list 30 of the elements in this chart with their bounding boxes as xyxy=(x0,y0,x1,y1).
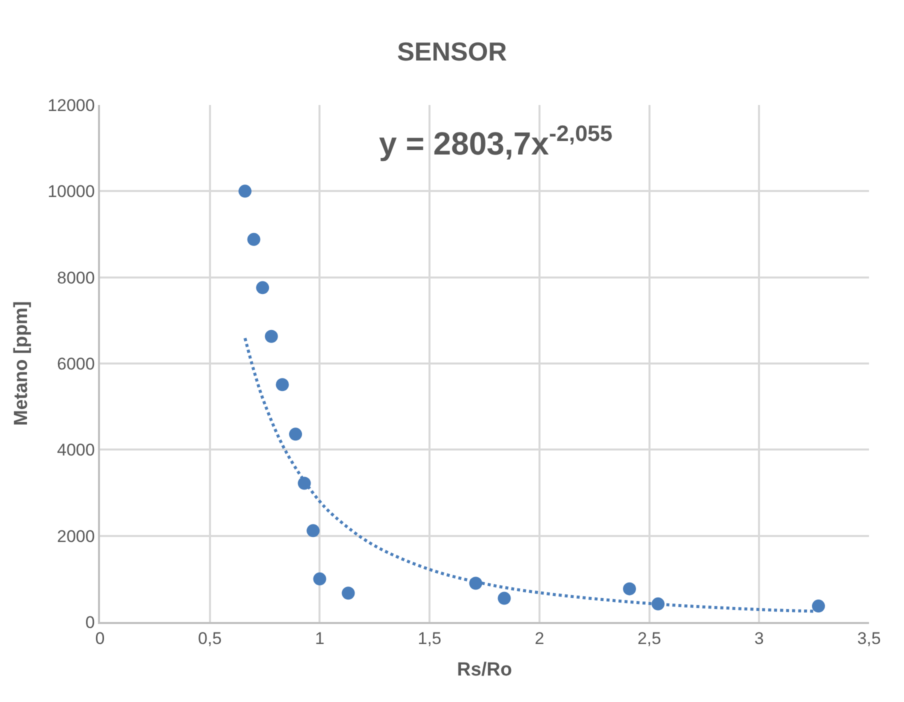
point xyxy=(276,378,289,392)
point xyxy=(812,600,825,613)
point xyxy=(256,281,270,294)
point xyxy=(289,428,302,441)
y-tick-label: 0 xyxy=(85,612,95,632)
point xyxy=(342,586,355,600)
chart-title: SENSOR xyxy=(397,36,508,66)
y-axis-title: Metano [ppm] xyxy=(10,301,32,426)
x-axis-title: Rs/Ro xyxy=(457,659,512,680)
y-tick-label: 2000 xyxy=(57,526,95,546)
x-tick-label: 2 xyxy=(534,629,544,648)
x-tick-label: 1 xyxy=(314,629,324,648)
point xyxy=(238,184,252,198)
x-tick-label: 0,5 xyxy=(198,629,222,648)
y-tick-label: 4000 xyxy=(57,440,95,460)
point xyxy=(306,524,320,538)
y-tick-label: 12000 xyxy=(48,96,95,115)
x-tick-label: 3,5 xyxy=(857,629,881,648)
x-tick-label: 3 xyxy=(754,629,764,648)
point xyxy=(247,232,260,246)
point xyxy=(498,592,511,605)
x-tick-label: 2,5 xyxy=(637,629,662,648)
point xyxy=(264,330,278,343)
annotation: y = 2803,7x$^{-2,055}$ xyxy=(379,121,612,162)
point xyxy=(313,572,326,586)
x-tick-label: 1,5 xyxy=(418,629,442,648)
y-tick-label: 8000 xyxy=(57,268,95,288)
y-tick-label: 10000 xyxy=(48,182,95,202)
point xyxy=(623,582,636,596)
y-tick-label: 6000 xyxy=(57,354,95,374)
